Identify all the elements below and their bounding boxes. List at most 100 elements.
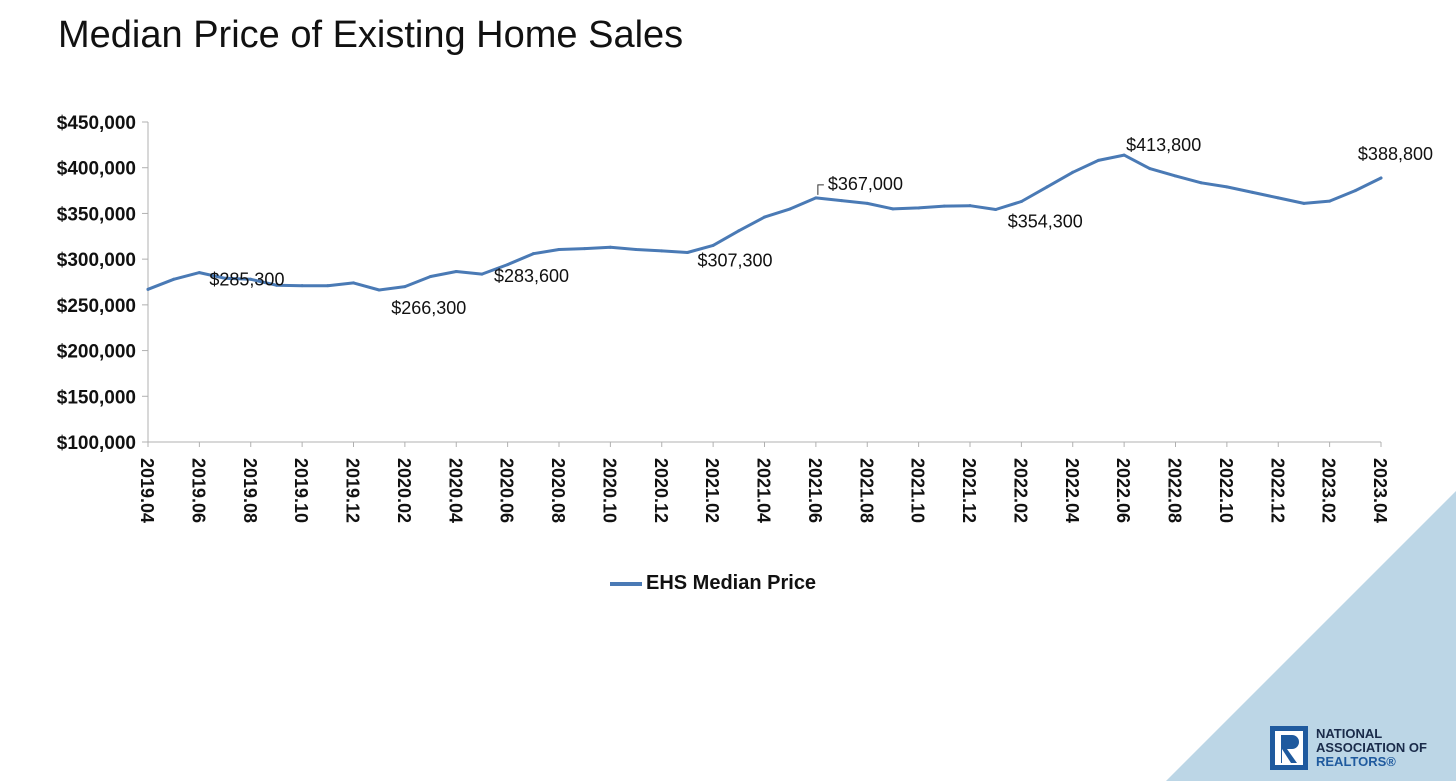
data-point (429, 275, 433, 279)
y-tick-label: $100,000 (57, 433, 136, 454)
y-tick-label: $350,000 (57, 204, 136, 225)
realtor-r-icon (1270, 726, 1308, 770)
x-tick-label: 2020.12 (651, 458, 671, 523)
data-point (1276, 196, 1280, 200)
data-label: $307,300 (697, 250, 772, 270)
data-point (146, 287, 150, 291)
data-point (608, 245, 612, 249)
y-tick-label: $150,000 (57, 387, 136, 408)
data-point (377, 288, 381, 292)
data-point (994, 207, 998, 211)
nar-logo-line-1: NATIONAL (1316, 726, 1383, 741)
data-point (917, 206, 921, 210)
x-tick-label: 2021.04 (754, 458, 774, 523)
data-point (1096, 158, 1100, 162)
data-point (454, 269, 458, 273)
x-tick-label: 2021.12 (959, 458, 979, 523)
data-label: $283,600 (494, 266, 569, 286)
data-point (1353, 189, 1357, 193)
data-point (1328, 199, 1332, 203)
data-point (942, 204, 946, 208)
x-tick-label: 2020.10 (599, 458, 619, 523)
x-tick-label: 2019.04 (137, 458, 157, 523)
axes: $100,000 $150,000 $200,000 $250,000 $300,000… (57, 113, 1390, 523)
y-tick-label: $250,000 (57, 296, 136, 317)
x-tick-label: 2020.04 (445, 458, 465, 523)
label-leader-line (817, 184, 824, 195)
data-label: $367,000 (828, 174, 903, 194)
series-layer (146, 153, 1383, 292)
data-point (1071, 170, 1075, 174)
data-point (274, 283, 278, 287)
x-tick-label: 2021.10 (908, 458, 928, 523)
data-point (583, 247, 587, 251)
data-point (1174, 174, 1177, 178)
x-tick-label: 2019.10 (291, 458, 311, 523)
data-point (634, 248, 638, 252)
x-tick-label: 2019.06 (188, 458, 208, 523)
data-point (326, 284, 330, 288)
data-point (249, 277, 253, 281)
data-point (506, 263, 510, 267)
data-label: $388,800 (1358, 144, 1433, 164)
x-tick-label: 2022.04 (1062, 458, 1082, 523)
x-tick-label: 2023.04 (1370, 458, 1390, 523)
nar-logo-line-2: ASSOCIATION OF (1316, 740, 1427, 755)
data-point (1379, 176, 1383, 180)
legend-label: EHS Median Price (646, 572, 817, 594)
x-tick-label: 2020.02 (394, 458, 414, 523)
data-point (557, 248, 561, 252)
x-tick-label: 2019.12 (343, 458, 363, 523)
data-point (1122, 153, 1126, 157)
data-point (172, 277, 176, 281)
data-point (737, 229, 741, 233)
data-point (865, 201, 869, 205)
data-point (1251, 190, 1255, 194)
x-tick-label: 2021.06 (805, 458, 825, 523)
data-label: $413,800 (1126, 135, 1201, 155)
data-point (531, 252, 535, 256)
data-point (660, 249, 664, 253)
page-title: Median Price of Existing Home Sales (58, 14, 684, 56)
data-point (300, 284, 304, 288)
x-tick-label: 2022.08 (1165, 458, 1185, 523)
data-point (1045, 185, 1049, 189)
data-point (814, 196, 818, 200)
nar-logo-line-3: REALTORS® (1316, 754, 1396, 769)
data-point (1148, 167, 1152, 171)
data-point (1019, 200, 1023, 204)
data-label: $285,300 (209, 270, 284, 290)
data-point (480, 272, 484, 276)
data-labels: $285,300 $266,300 $283,600 $307,300 $367,000… (209, 135, 1433, 318)
nar-logo: NATIONAL ASSOCIATION OF REALTORS® (1270, 726, 1427, 770)
data-point (197, 271, 201, 275)
legend-swatch (610, 581, 642, 586)
x-tick-label: 2021.02 (702, 458, 722, 523)
data-point (685, 250, 689, 254)
x-tick-label: 2021.08 (856, 458, 876, 523)
data-point (763, 215, 766, 219)
data-point (891, 207, 895, 211)
x-tick-label: 2022.10 (1216, 458, 1236, 523)
data-point (352, 281, 355, 285)
data-point (788, 207, 792, 211)
y-tick-label: $300,000 (57, 250, 136, 271)
data-point (1302, 201, 1306, 205)
data-point (711, 243, 715, 247)
data-point (403, 285, 407, 289)
y-tick-label: $200,000 (57, 342, 136, 363)
x-tick-label: 2020.06 (497, 458, 517, 523)
data-point (1199, 181, 1203, 185)
x-tick-label: 2019.08 (240, 458, 260, 523)
x-tick-label: 2022.06 (1113, 458, 1133, 523)
x-tick-label: 2022.12 (1267, 458, 1287, 523)
data-point (840, 199, 844, 203)
data-point (223, 276, 227, 280)
nar-logo-text: NATIONAL ASSOCIATION OF REALTORS® (1316, 727, 1427, 769)
data-label: $354,300 (1008, 211, 1083, 231)
x-tick-label: 2022.02 (1010, 458, 1030, 523)
data-point (968, 204, 972, 208)
x-tick-label: 2023.02 (1319, 458, 1339, 523)
y-tick-label: $450,000 (57, 113, 136, 134)
